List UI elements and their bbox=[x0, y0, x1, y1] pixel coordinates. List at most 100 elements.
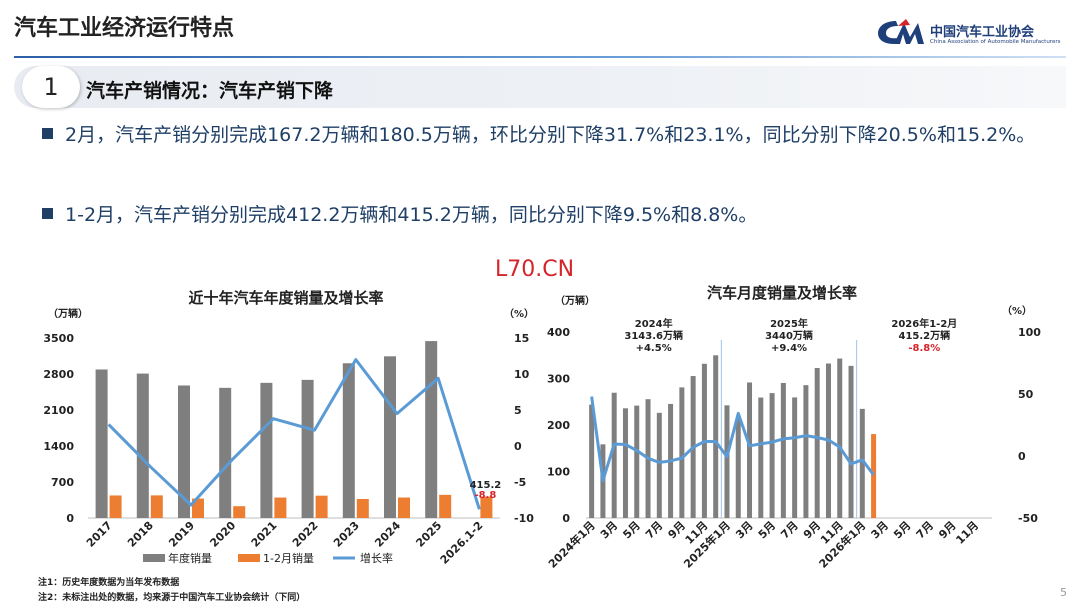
left-chart-y-unit: （万辆） bbox=[48, 307, 88, 320]
left-y-tick-label: 700 bbox=[51, 476, 74, 489]
left-annual-sales-bar bbox=[136, 373, 149, 518]
right-growth-rate-line bbox=[590, 396, 875, 483]
footnote-2: 注2：未标注出处的数据，均来源于中国汽车工业协会统计（下同） bbox=[38, 593, 306, 603]
left-y-tick-label: 3500 bbox=[43, 332, 74, 345]
left-annual-sales-bar bbox=[342, 363, 355, 518]
logo-text-cn: 中国汽车工业协会 bbox=[930, 25, 1035, 40]
left-chart-title: 近十年汽车年度销量及增长率 bbox=[188, 289, 383, 307]
right-chart-y2-unit: （%） bbox=[1002, 304, 1032, 317]
left-x-tick-label: 2018 bbox=[125, 519, 156, 550]
right-period-annotation: 2024年 bbox=[635, 317, 673, 330]
left-annual-sales-bar bbox=[301, 379, 314, 518]
left-x-tick-label: 2021 bbox=[249, 519, 280, 550]
left-annual-sales-bar bbox=[260, 382, 273, 518]
right-period-annotation: 415.2万辆 bbox=[899, 329, 951, 342]
left-y-tick-label: 0 bbox=[66, 512, 74, 525]
right-monthly-sales-bar bbox=[611, 392, 617, 518]
right-period-annotation: 2025年 bbox=[770, 317, 808, 330]
right-monthly-sales-bar bbox=[780, 382, 786, 518]
caam-logo-mark bbox=[878, 19, 924, 44]
right-y-tick-label: 200 bbox=[547, 419, 570, 432]
legend-label-growth: 增长率 bbox=[360, 551, 393, 565]
right-x-tick-label: 3月 bbox=[869, 519, 891, 541]
right-monthly-sales-bar bbox=[758, 397, 764, 518]
right-monthly-sales-bar bbox=[859, 408, 865, 518]
right-x-tick-label: 5月 bbox=[891, 519, 913, 541]
right-monthly-sales-bar bbox=[803, 385, 809, 518]
right-y-tick-label: 0 bbox=[562, 512, 570, 525]
right-monthly-sales-bar bbox=[848, 365, 854, 518]
right-y2-tick-label: 50 bbox=[1018, 388, 1034, 401]
right-x-tick-label: 3月 bbox=[733, 519, 755, 541]
right-monthly-sales-bar bbox=[622, 408, 628, 518]
left-growth-rate-line bbox=[107, 358, 481, 510]
left-jan-feb-sales-bar bbox=[439, 494, 452, 518]
left-x-tick-label: 2020 bbox=[207, 519, 238, 550]
left-x-tick-label: 2019 bbox=[166, 519, 197, 550]
left-x-tick-label: 2023 bbox=[331, 519, 362, 550]
right-y2-tick-label: 0 bbox=[1018, 450, 1026, 463]
left-jan-feb-sales-bar bbox=[356, 498, 369, 518]
right-highlight-month-bar bbox=[871, 434, 877, 518]
section-number: 1 bbox=[22, 66, 80, 108]
right-period-annotation: 3440万辆 bbox=[765, 329, 813, 342]
left-jan-feb-sales-bar bbox=[150, 495, 163, 518]
right-monthly-sales-bar bbox=[713, 355, 719, 518]
left-jan-feb-sales-bar bbox=[109, 495, 122, 518]
right-y-tick-label: 300 bbox=[547, 373, 570, 386]
right-x-tick-label: 7月 bbox=[914, 519, 936, 541]
caam-logo: 中国汽车工业协会 China Association of Automobile… bbox=[876, 17, 1076, 53]
left-jan-feb-sales-bar bbox=[192, 498, 204, 518]
right-monthly-sales-bar bbox=[679, 387, 685, 518]
left-annual-sales-bar bbox=[425, 341, 438, 518]
left-last-value-label: 415.2 bbox=[470, 480, 502, 491]
watermark-text: L70.CN bbox=[495, 257, 575, 282]
left-y2-tick-label: -10 bbox=[514, 512, 534, 525]
left-annual-sales-bar bbox=[384, 356, 396, 518]
left-jan-feb-sales-bar bbox=[398, 497, 410, 518]
right-period-annotation: 3143.6万辆 bbox=[624, 329, 683, 342]
left-jan-feb-sales-bar bbox=[315, 495, 328, 518]
left-annual-sales-bar bbox=[219, 387, 232, 518]
right-x-tick-label: 3月 bbox=[598, 519, 620, 541]
left-jan-feb-sales-bar bbox=[233, 506, 246, 518]
left-annual-sales-bar bbox=[178, 385, 190, 518]
left-y2-tick-label: 15 bbox=[514, 332, 529, 345]
right-x-tick-label: 11月 bbox=[953, 519, 981, 547]
title-bar: 汽车工业经济运行特点 中国汽车工业协会 China Association of… bbox=[0, 0, 1080, 50]
left-y-tick-label: 1400 bbox=[43, 440, 74, 453]
right-monthly-sales-bar bbox=[656, 412, 662, 518]
bullet-item-2: 1-2月，汽车产销分别完成412.2万辆和415.2万辆，同比分别下降9.5%和… bbox=[42, 200, 1052, 230]
right-period-annotation: +9.4% bbox=[771, 343, 807, 354]
right-monthly-sales-bar bbox=[724, 405, 730, 518]
right-monthly-sales-bar bbox=[792, 397, 798, 518]
right-x-tick-label: 7月 bbox=[643, 519, 665, 541]
left-annual-sales-bar bbox=[95, 369, 108, 518]
right-y-tick-label: 400 bbox=[547, 326, 570, 339]
right-monthly-sales-bar bbox=[769, 393, 775, 518]
left-x-tick-label: 2024 bbox=[372, 519, 403, 550]
title-divider bbox=[14, 56, 1066, 58]
bullet-square-icon bbox=[42, 128, 53, 139]
footnote-1: 注1：历史年度数据为当年发布数据 bbox=[38, 578, 180, 588]
right-x-tick-label: 7月 bbox=[778, 519, 800, 541]
legend-swatch-jan-feb bbox=[238, 554, 260, 562]
legend-label-jan-feb: 1-2月销量 bbox=[263, 551, 314, 565]
left-y2-tick-label: 0 bbox=[514, 440, 522, 453]
left-jan-feb-sales-bar bbox=[480, 496, 493, 518]
left-jan-feb-sales-bar bbox=[274, 497, 287, 518]
right-y2-tick-label: -50 bbox=[1018, 512, 1038, 525]
left-y-tick-label: 2800 bbox=[43, 368, 74, 381]
left-x-tick-label: 2022 bbox=[290, 519, 321, 550]
right-period-annotation: -8.8% bbox=[908, 343, 940, 354]
section-title: 汽车产销情况：汽车产销下降 bbox=[86, 80, 334, 102]
left-x-tick-label: 2026.1-2 bbox=[438, 519, 486, 567]
legend-swatch-annual bbox=[143, 554, 165, 562]
left-y2-tick-label: 10 bbox=[514, 368, 530, 381]
left-y2-tick-label: -5 bbox=[514, 476, 526, 489]
right-monthly-sales-bar bbox=[589, 404, 595, 518]
left-x-tick-label: 2017 bbox=[84, 519, 115, 550]
bullet-square-icon bbox=[42, 208, 53, 219]
right-monthly-sales-bar bbox=[814, 367, 820, 518]
left-y2-tick-label: 5 bbox=[514, 404, 522, 417]
